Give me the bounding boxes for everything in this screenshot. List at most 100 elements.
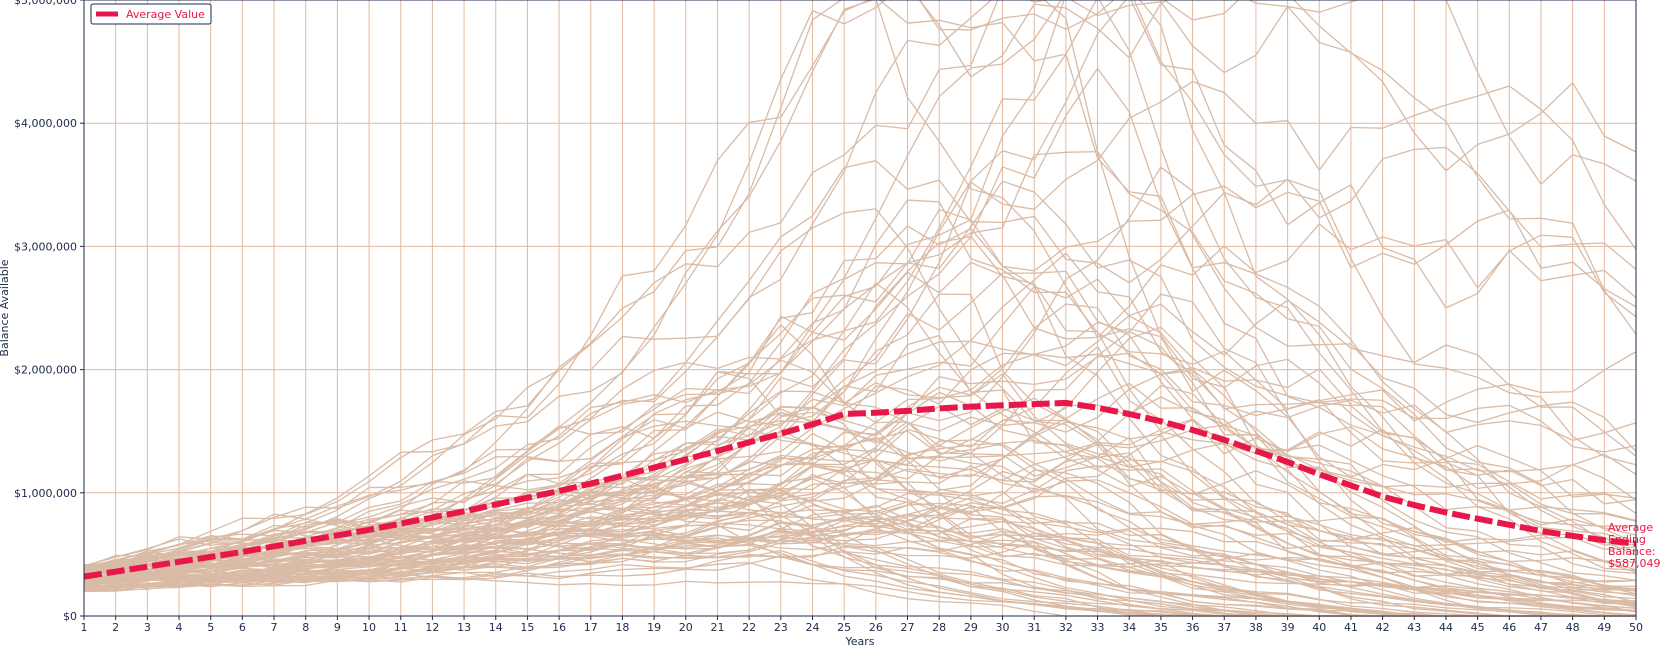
- simulation-path: [83, 469, 1636, 617]
- x-axis-title: Years: [844, 635, 874, 648]
- x-tick-label: 49: [1597, 621, 1611, 634]
- x-tick-label: 21: [710, 621, 724, 634]
- x-tick-label: 32: [1059, 621, 1073, 634]
- simulation-path: [83, 464, 1637, 612]
- x-tick-label: 10: [362, 621, 376, 634]
- simulation-path: [83, 0, 1637, 568]
- y-axis-title: Balance Available: [0, 259, 11, 356]
- simulation-path: [83, 506, 1636, 617]
- x-tick-label: 47: [1534, 621, 1548, 634]
- x-tick-label: 39: [1281, 621, 1295, 634]
- annotation-line-4: $587,049: [1608, 557, 1660, 570]
- y-tick-label: $3,000,000: [14, 240, 77, 253]
- y-axis-ticks: $0 $1,000,000 $2,000,000 $3,000,000 $4,000,0…: [14, 0, 84, 623]
- simulation-path: [83, 293, 1637, 597]
- x-tick-label: 26: [869, 621, 883, 634]
- average-value-series: [83, 399, 1637, 580]
- x-tick-label: 40: [1312, 621, 1326, 634]
- y-tick-label: $5,000,000: [14, 0, 77, 7]
- legend: Average Value: [90, 3, 212, 25]
- simulation-path: [83, 446, 1636, 617]
- x-tick-label: 23: [774, 621, 788, 634]
- x-tick-label: 12: [425, 621, 439, 634]
- simulation-path: [83, 334, 1637, 613]
- simulation-path: [83, 442, 1637, 591]
- x-tick-label: 11: [394, 621, 408, 634]
- average-value-line: [83, 399, 1637, 580]
- y-tick-label: $4,000,000: [14, 117, 77, 130]
- simulation-path: [83, 0, 1637, 571]
- x-tick-label: 33: [1091, 621, 1105, 634]
- x-tick-label: 9: [334, 621, 341, 634]
- x-tick-label: 38: [1249, 621, 1263, 634]
- simulation-path: [83, 270, 1637, 608]
- x-tick-label: 6: [239, 621, 246, 634]
- x-tick-label: 43: [1407, 621, 1421, 634]
- y-tick-label: $2,000,000: [14, 364, 77, 377]
- annotation-line-3: Balance:: [1608, 545, 1656, 558]
- x-tick-label: 2: [112, 621, 119, 634]
- x-tick-label: 34: [1122, 621, 1136, 634]
- simulation-path: [83, 419, 1637, 588]
- simulation-path: [83, 513, 1636, 617]
- simulation-path: [83, 352, 1637, 591]
- x-tick-label: 29: [964, 621, 978, 634]
- legend-box: [90, 3, 212, 25]
- simulation-path: [83, 0, 1637, 571]
- x-tick-label: 24: [805, 621, 819, 634]
- simulation-paths: [83, 0, 1637, 617]
- x-tick-label: 27: [901, 621, 915, 634]
- x-tick-label: 13: [457, 621, 471, 634]
- simulation-path: [83, 430, 1637, 595]
- simulation-path: [83, 520, 1636, 617]
- x-tick-label: 28: [932, 621, 946, 634]
- legend-average-label: Average Value: [126, 8, 205, 21]
- x-tick-label: 4: [176, 621, 183, 634]
- x-axis-ticks: 1 2 3 4 5 6 7 8 9 10 11 12 13 14 15 16 17 18 19 20 21 22 23 24 2…: [81, 616, 1643, 634]
- x-tick-label: 3: [144, 621, 151, 634]
- y-tick-label: $1,000,000: [14, 487, 77, 500]
- x-tick-label: 14: [489, 621, 503, 634]
- simulation-path: [83, 369, 1637, 567]
- annotation-line-2: Ending: [1608, 533, 1646, 546]
- plot-frame: [83, 0, 1637, 617]
- x-tick-label: 22: [742, 621, 756, 634]
- simulation-path: [83, 67, 1637, 582]
- simulation-path: [83, 438, 1636, 617]
- simulation-path: [83, 293, 1637, 608]
- simulation-path: [83, 185, 1637, 570]
- x-tick-label: 48: [1566, 621, 1580, 634]
- simulation-path: [83, 180, 1637, 581]
- simulation-path: [83, 323, 1637, 583]
- y-tick-label: $0: [63, 610, 77, 623]
- simulation-path: [83, 166, 1637, 582]
- x-tick-label: 5: [207, 621, 214, 634]
- x-tick-label: 1: [81, 621, 88, 634]
- simulation-path: [83, 0, 1637, 602]
- x-tick-label: 50: [1629, 621, 1643, 634]
- x-tick-label: 41: [1344, 621, 1358, 634]
- x-tick-label: 7: [271, 621, 278, 634]
- x-tick-label: 25: [837, 621, 851, 634]
- x-tick-label: 19: [647, 621, 661, 634]
- x-tick-label: 30: [996, 621, 1010, 634]
- x-tick-label: 42: [1376, 621, 1390, 634]
- x-tick-label: 20: [679, 621, 693, 634]
- x-tick-label: 44: [1439, 621, 1453, 634]
- x-tick-label: 46: [1502, 621, 1516, 634]
- x-tick-label: 16: [552, 621, 566, 634]
- x-tick-label: 35: [1154, 621, 1168, 634]
- simulation-path: [83, 408, 1637, 578]
- ending-balance-annotation: Average Ending Balance: $587,049: [1608, 521, 1660, 570]
- x-tick-label: 8: [302, 621, 309, 634]
- simulation-path: [83, 0, 1637, 575]
- x-tick-label: 45: [1471, 621, 1485, 634]
- simulation-path: [83, 146, 1637, 573]
- x-tick-label: 18: [615, 621, 629, 634]
- x-tick-label: 36: [1186, 621, 1200, 634]
- x-tick-label: 15: [520, 621, 534, 634]
- annotation-line-1: Average: [1608, 521, 1653, 534]
- x-tick-label: 17: [584, 621, 598, 634]
